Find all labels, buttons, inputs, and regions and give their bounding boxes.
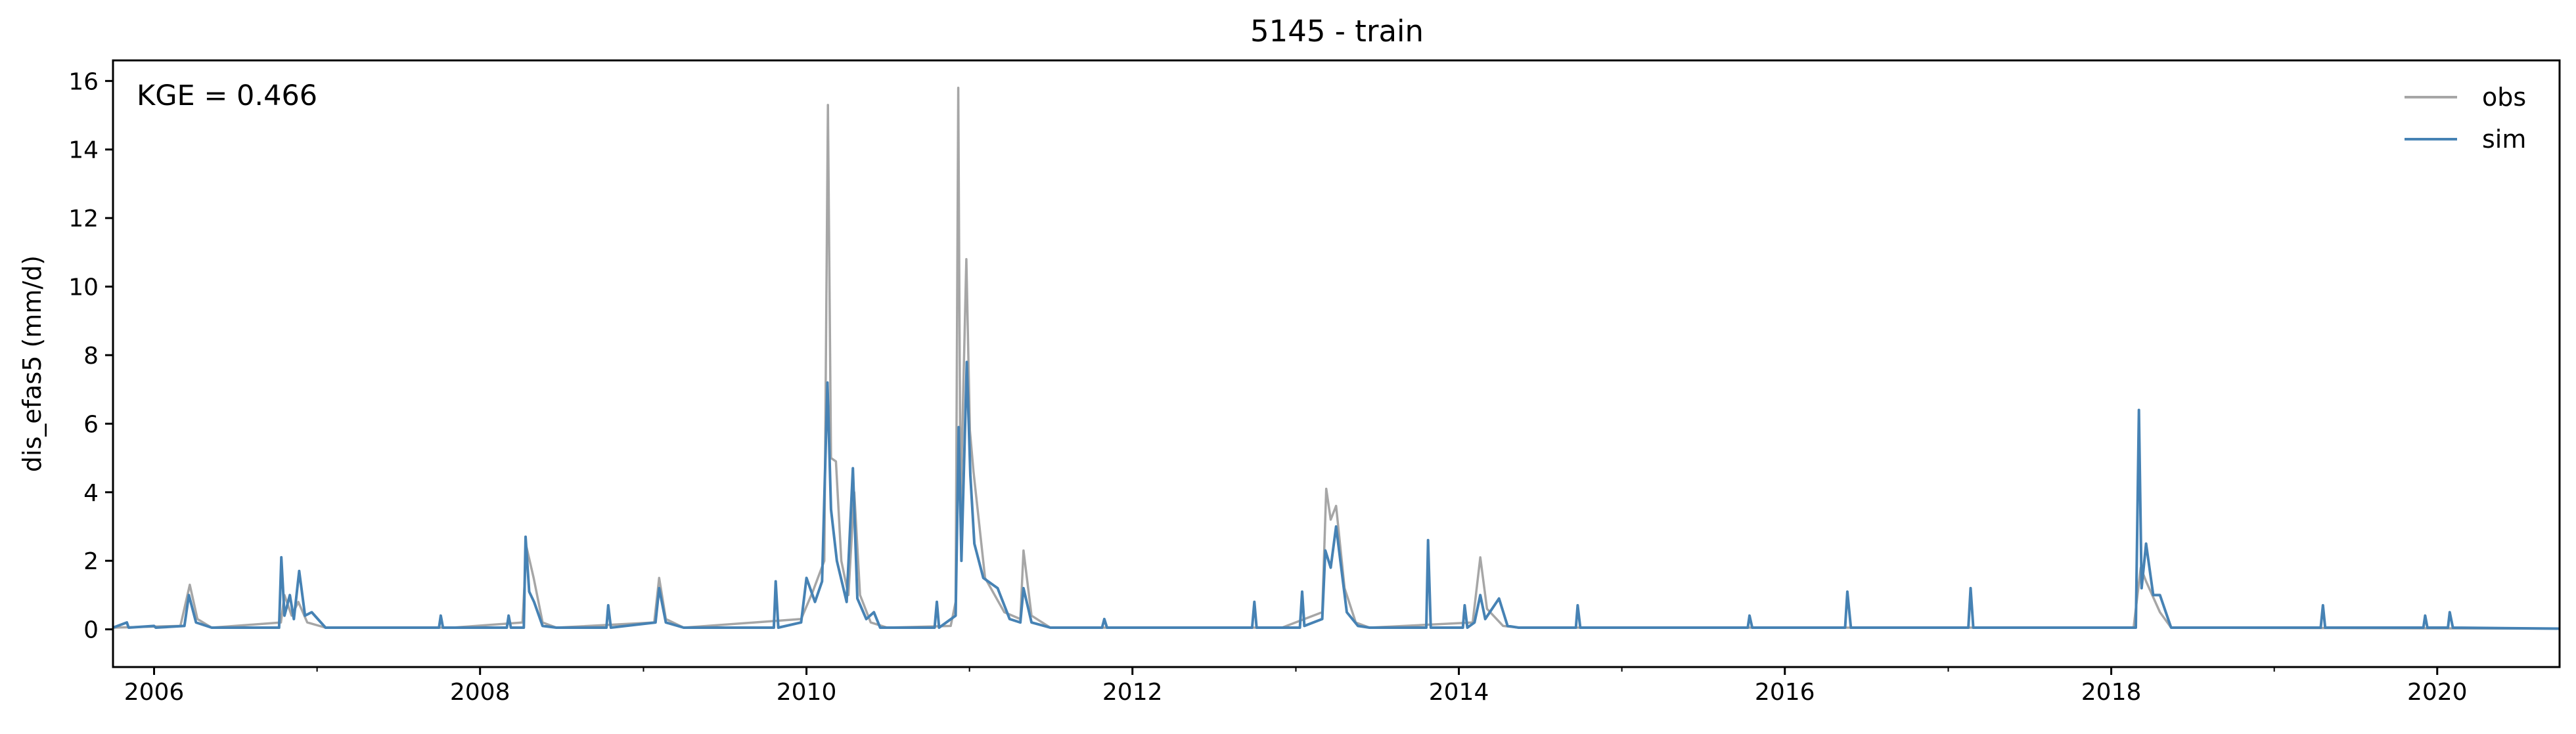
y-axis: 0 2 4 6 8 10 12 14 16 [68, 68, 113, 644]
y-axis-label: dis_efas5 (mm/d) [18, 255, 47, 472]
y-tick-label: 4 [83, 480, 99, 507]
y-tick-label: 12 [68, 205, 99, 232]
x-tick-label: 2016 [1755, 679, 1815, 706]
series-line-sim [113, 360, 2560, 630]
y-tick-label: 8 [83, 343, 99, 370]
kge-annotation: KGE = 0.466 [137, 79, 317, 112]
legend-obs-label: obs [2482, 83, 2526, 112]
plot-area [113, 87, 2560, 630]
x-tick-label: 2014 [1429, 679, 1489, 706]
x-tick-label: 2008 [450, 679, 510, 706]
chart-title: 5145 - train [1250, 14, 1424, 49]
y-tick-label: 6 [83, 411, 99, 438]
plot-frame [112, 59, 2561, 668]
x-tick-label: 2012 [1102, 679, 1163, 706]
x-tick-label: 2010 [777, 679, 837, 706]
y-tick-label: 0 [83, 617, 99, 644]
series-layer [113, 87, 2560, 630]
y-tick-label: 2 [83, 548, 99, 575]
x-tick-label: 2020 [2407, 679, 2468, 706]
x-axis: 2006 2008 2010 2012 2014 2016 2018 2020 [124, 667, 2468, 706]
legend: obs sim [2405, 83, 2526, 154]
legend-sim-label: sim [2482, 125, 2526, 154]
x-tick-label: 2018 [2081, 679, 2142, 706]
y-tick-label: 10 [68, 274, 99, 301]
y-tick-label: 14 [68, 137, 99, 164]
x-tick-label: 2006 [124, 679, 185, 706]
y-tick-label: 16 [68, 68, 99, 95]
